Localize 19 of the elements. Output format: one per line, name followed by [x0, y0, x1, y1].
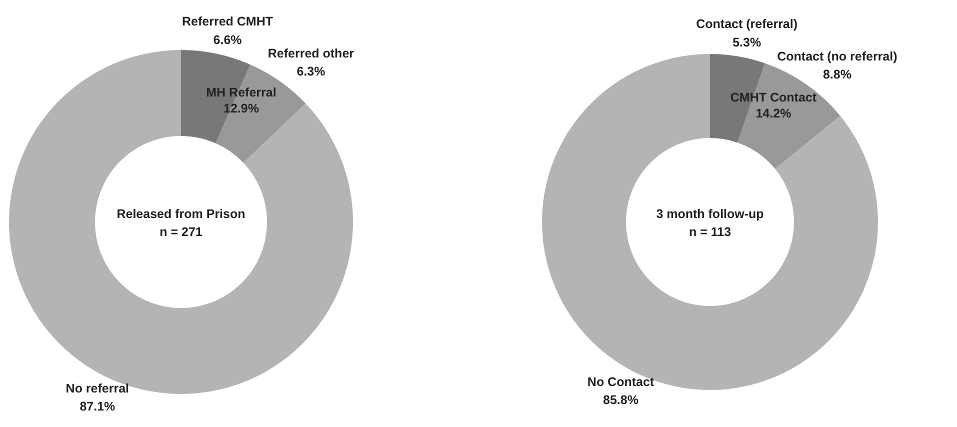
text: CMHT Contact 14.2%: [730, 90, 818, 121]
text: MH Referral 12.9%: [206, 85, 276, 116]
slice-label: No Contact: [587, 375, 655, 390]
data-label: 6.6%: [213, 32, 242, 47]
data-label: 5.3%: [732, 35, 762, 50]
text: Released from Prison: [116, 207, 246, 221]
text: n = 113: [688, 225, 732, 239]
data-label: 87.1%: [80, 400, 116, 414]
donut-slice: [9, 50, 353, 394]
text: 3 month follow-up: [656, 207, 764, 221]
slice-label: No referral: [66, 382, 130, 396]
text: n = 271: [160, 225, 202, 239]
data-label: 85.8%: [603, 393, 638, 408]
data-label: 6.3%: [296, 64, 326, 79]
data-label: 8.8%: [822, 68, 852, 82]
slice-label: Contact (no referral): [777, 49, 898, 64]
slice-label: Referred CMHT: [182, 14, 274, 29]
slice-label: Referred other: [268, 46, 354, 61]
slice-label: Contact (referral): [696, 17, 798, 32]
